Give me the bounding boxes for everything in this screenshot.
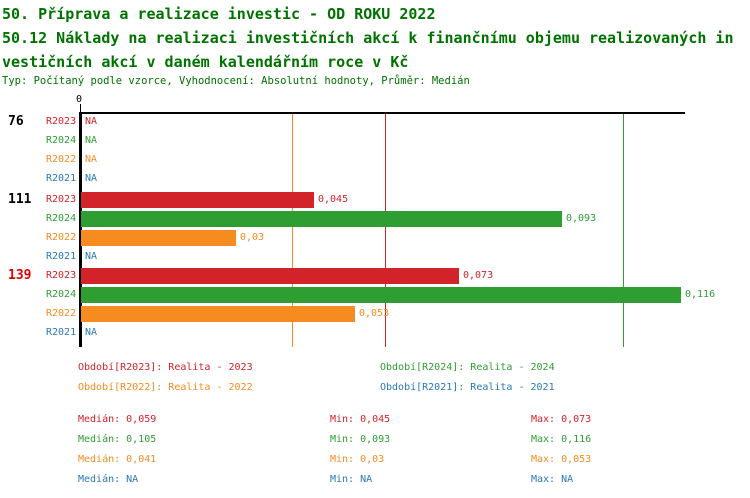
chart-meta-line: Typ: Počítaný podle vzorce, Vyhodnocení:…: [2, 75, 470, 87]
bar: [81, 306, 355, 322]
bar: [81, 211, 562, 227]
stat-max: Max: 0,073: [531, 414, 592, 425]
median-line-r2024: [623, 114, 624, 347]
row-period-label: R2022: [46, 232, 77, 243]
bar-na-label: NA: [85, 154, 98, 165]
bar-value-label: 0,116: [685, 289, 716, 300]
row-period-label: R2021: [46, 327, 77, 338]
bar-na-label: NA: [85, 327, 98, 338]
row-period-label: R2022: [46, 308, 77, 319]
row-period-label: R2023: [46, 116, 77, 127]
bar-value-label: 0,03: [240, 232, 265, 243]
stat-max: Max: 0,116: [531, 434, 592, 445]
row-period-label: R2024: [46, 289, 77, 300]
stat-min: Min: 0,03: [330, 454, 385, 465]
row-period-label: R2023: [46, 194, 77, 205]
median-line-r2023: [385, 114, 386, 347]
legend-entry: Období[R2024]: Realita - 2024: [380, 362, 555, 373]
stat-median: Medián: 0,105: [78, 434, 157, 445]
row-period-label: R2021: [46, 251, 77, 262]
x-axis-zero-label: 0: [76, 94, 83, 105]
group-label: 111: [8, 192, 32, 207]
stat-max: Max: NA: [531, 474, 574, 485]
legend-entry: Období[R2021]: Realita - 2021: [380, 382, 555, 393]
row-period-label: R2022: [46, 154, 77, 165]
group-label: 76: [8, 114, 24, 129]
bar-value-label: 0,053: [359, 308, 390, 319]
row-period-label: R2021: [46, 173, 77, 184]
stat-min: Min: NA: [330, 474, 373, 485]
stat-median: Medián: 0,041: [78, 454, 157, 465]
x-axis-zero-tick: [80, 104, 81, 112]
bar-na-label: NA: [85, 116, 98, 127]
stat-min: Min: 0,093: [330, 434, 391, 445]
bar: [81, 287, 681, 303]
x-axis-line: [80, 112, 685, 114]
row-period-label: R2023: [46, 270, 77, 281]
row-period-label: R2024: [46, 213, 77, 224]
bar: [81, 192, 314, 208]
legend-entry: Období[R2023]: Realita - 2023: [78, 362, 253, 373]
y-axis-line: [79, 112, 82, 347]
legend-entry: Období[R2022]: Realita - 2022: [78, 382, 253, 393]
bar: [81, 230, 236, 246]
page-subtitle-line-2: vestičních akcí v daném kalendářním roce…: [2, 53, 409, 71]
bar-value-label: 0,093: [566, 213, 597, 224]
row-period-label: R2024: [46, 135, 77, 146]
page-subtitle-line-1: 50.12 Náklady na realizaci investičních …: [2, 29, 734, 47]
bar-value-label: 0,073: [463, 270, 494, 281]
median-line-r2022: [292, 114, 293, 347]
bar-na-label: NA: [85, 251, 98, 262]
bar-value-label: 0,045: [318, 194, 349, 205]
bar: [81, 268, 459, 284]
group-label: 139: [8, 268, 32, 283]
bar-na-label: NA: [85, 173, 98, 184]
page-title: 50. Příprava a realizace investic - OD R…: [2, 5, 436, 23]
stat-min: Min: 0,045: [330, 414, 391, 425]
stat-max: Max: 0,053: [531, 454, 592, 465]
stat-median: Medián: NA: [78, 474, 139, 485]
stat-median: Medián: 0,059: [78, 414, 157, 425]
bar-na-label: NA: [85, 135, 98, 146]
